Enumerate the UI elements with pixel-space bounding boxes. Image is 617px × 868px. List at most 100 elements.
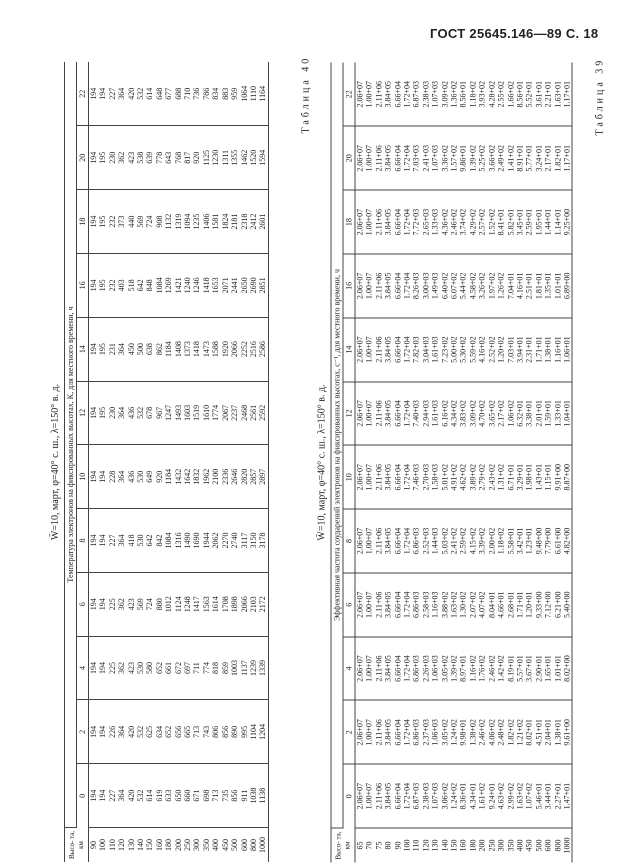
- data-row: 65 2.06+07 2.06+07 2.06+07 2.06+07 2.06+07 2.0…: [355, 62, 365, 863]
- value-cell: 6.07+02: [449, 253, 459, 318]
- value-cell: 2586: [258, 317, 269, 382]
- value-cell: 1.72+04: [402, 126, 412, 191]
- value-cell: 2.11+06: [374, 126, 384, 191]
- height-cell: 70: [364, 841, 374, 850]
- value-cell: 736: [192, 62, 202, 126]
- value-cell: 2.31+01: [524, 317, 535, 382]
- value-cell: 1.20+02: [496, 317, 506, 382]
- value-cell: 3.09+02: [468, 381, 478, 446]
- value-cell: 1.18+02: [468, 62, 478, 127]
- value-cell: 649: [145, 444, 155, 509]
- value-cell: 1.49+03: [430, 253, 441, 318]
- value-cell: 194: [88, 62, 99, 126]
- value-cell: 227: [107, 508, 118, 573]
- value-cell: 6.66+04: [393, 572, 403, 637]
- value-cell: 1.16+01: [553, 317, 563, 382]
- value-cell: 862: [154, 317, 165, 382]
- height-cell: 350: [201, 839, 211, 851]
- value-cell: 2.68+01: [506, 572, 516, 637]
- value-cell: 9.25+00: [562, 190, 573, 254]
- value-cell: 2.11+06: [374, 381, 384, 446]
- value-cell: 2.49+02: [496, 126, 506, 191]
- value-cell: 2.06+07: [355, 636, 365, 701]
- data-row: 160 619 634 652 880 842 920 967 862 1084 908 778 648: [154, 62, 165, 862]
- value-cell: 1.72+04: [402, 636, 412, 701]
- value-cell: 4.51+01: [534, 700, 544, 765]
- height-cell: 110: [107, 839, 117, 851]
- data-row: 130 1.07+03 1.06+03 1.06+03 1.16+03 1.44+03 1.…: [430, 62, 441, 863]
- value-cell: 423: [126, 636, 137, 700]
- data-row: 150 1.24+02 1.24+02 1.39+02 1.63+02 2.41+02 4.…: [449, 62, 459, 863]
- value-cell: 2318: [239, 189, 249, 254]
- value-cell: 194: [88, 636, 99, 700]
- height-header: Высо- та, км: [64, 827, 89, 862]
- value-cell: 5.03+02: [440, 509, 450, 573]
- value-cell: 2.11+06: [374, 636, 384, 701]
- value-cell: 6.66+04: [393, 317, 403, 382]
- value-cell: 908: [154, 189, 165, 254]
- table-title: W̄=10, март, φ=40° с. ш., λ=150° в. д.: [50, 383, 61, 541]
- value-cell: 1520: [248, 125, 259, 190]
- height-cell: 300: [192, 839, 202, 851]
- value-cell: 5.52+01: [524, 62, 535, 127]
- height-cell: 110: [411, 839, 421, 852]
- value-cell: 7.12+00: [543, 572, 554, 637]
- value-cell: 1012: [164, 572, 174, 637]
- value-cell: 1184: [164, 444, 174, 509]
- height-cell: 350: [506, 839, 515, 852]
- value-cell: 2100: [211, 444, 221, 509]
- value-cell: 3.36+02: [440, 126, 450, 191]
- value-cell: 1581: [211, 189, 221, 254]
- data-row: 70 1.00+07 1.00+07 1.00+07 1.00+07 1.00+07 1.0…: [364, 62, 375, 863]
- value-cell: 2270: [220, 508, 231, 573]
- value-cell: 436: [126, 381, 137, 445]
- value-cell: 3.67+01: [524, 636, 535, 701]
- value-cell: 227: [107, 763, 118, 828]
- value-cell: 6.86+03: [411, 509, 422, 573]
- column-header: 14: [343, 317, 355, 382]
- value-cell: 6.66+04: [393, 445, 403, 510]
- value-cell: 194: [88, 508, 99, 573]
- value-cell: 1.33+03: [430, 190, 441, 254]
- value-cell: 362: [117, 636, 127, 700]
- column-header: 20: [343, 126, 355, 191]
- value-cell: 1.82+02: [506, 700, 516, 765]
- value-cell: 195: [98, 317, 108, 382]
- value-cell: 569: [136, 572, 146, 637]
- value-cell: 2181: [230, 189, 240, 254]
- value-cell: 1084: [154, 253, 165, 318]
- value-cell: 1.72+04: [402, 509, 412, 573]
- value-cell: 2740: [230, 508, 240, 573]
- value-cell: 786: [201, 62, 212, 126]
- value-cell: 911: [239, 763, 249, 828]
- value-cell: 194: [98, 62, 108, 126]
- data-row: 200 650 656 672 1124 1316 1432 1493 1408 1421 1319…: [173, 62, 184, 862]
- group-header: Эффективная частота соударений электроно…: [331, 62, 343, 828]
- value-cell: 1038: [248, 763, 259, 828]
- value-cell: 710: [183, 62, 193, 126]
- value-cell: 364: [117, 699, 127, 764]
- value-cell: 848: [145, 253, 155, 318]
- value-cell: 2.06+07: [355, 509, 365, 573]
- value-cell: 7.72+03: [411, 190, 422, 254]
- value-cell: 194: [98, 763, 108, 828]
- value-cell: 2.99+02: [506, 764, 516, 828]
- value-cell: 194: [88, 317, 99, 382]
- value-cell: 403: [117, 253, 127, 318]
- value-cell: 420: [126, 763, 137, 828]
- value-cell: 3.04+03: [421, 317, 431, 382]
- value-cell: 194: [98, 699, 108, 764]
- value-cell: 1.72+04: [402, 764, 412, 828]
- height-cell: 250: [487, 839, 497, 852]
- value-cell: 194: [98, 444, 108, 509]
- value-cell: 1.38+02: [468, 700, 478, 765]
- value-cell: 2.06+07: [355, 253, 365, 318]
- value-cell: 4.63+02: [496, 764, 506, 828]
- value-cell: 2.01+01: [534, 381, 544, 446]
- value-cell: 420: [126, 699, 137, 764]
- value-cell: 231: [107, 317, 118, 382]
- height-cell: 180: [164, 839, 174, 851]
- header-row: 0 2 4 6 8 10 12 14 16 18 20 22: [76, 62, 89, 862]
- value-cell: 1003: [230, 636, 240, 700]
- value-cell: 364: [117, 62, 127, 126]
